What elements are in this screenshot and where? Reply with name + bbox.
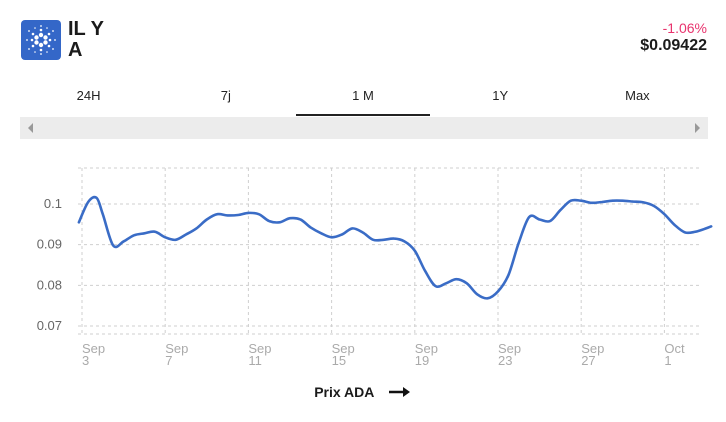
tab-24h[interactable]: 24H — [76, 88, 101, 103]
x-tick-label: 19 — [415, 353, 429, 368]
chart-scrollbar[interactable] — [20, 117, 708, 139]
x-tick-label: 11 — [248, 353, 262, 368]
asset-ticker: IL Y A — [68, 19, 104, 61]
x-tick-label: Sep — [165, 341, 188, 356]
x-tick-label: 15 — [332, 353, 346, 368]
current-price: $0.09422 — [640, 37, 707, 54]
cardano-icon — [26, 25, 56, 55]
tab-1m[interactable]: 1 M — [294, 82, 431, 116]
y-tick-label: 0.07 — [37, 318, 62, 333]
x-tick-label: 27 — [581, 353, 595, 368]
price-change: -1.06% — [662, 20, 707, 36]
x-tick-label: Oct — [664, 341, 685, 356]
x-tick-label: Sep — [415, 341, 438, 356]
y-tick-label: 0.08 — [37, 277, 62, 292]
y-tick-label: 0.09 — [37, 237, 62, 252]
price-chart: 0.070.080.090.1 Sep3Sep7Sep11Sep15Sep19S… — [37, 167, 713, 368]
ticker-line-2: A — [68, 39, 83, 61]
tab-1y[interactable]: 1Y — [492, 88, 509, 103]
x-tick-label: Sep — [498, 341, 521, 356]
tab-7d[interactable]: 7j — [220, 88, 231, 103]
legend-label: Prix ADA — [314, 384, 374, 400]
y-tick-label: 0.1 — [44, 196, 62, 211]
cardano-logo — [21, 20, 61, 60]
x-tick-label: 1 — [664, 353, 671, 368]
x-tick-label: 23 — [498, 353, 512, 368]
scroll-left-icon[interactable] — [28, 123, 33, 133]
chart-legend: Prix ADA — [0, 384, 726, 401]
ticker-line-1: IL Y — [68, 18, 104, 40]
chart-grid — [78, 167, 702, 335]
y-axis-labels: 0.07 0.08 0.09 0.1 — [37, 196, 62, 333]
x-tick-label: 7 — [165, 353, 172, 368]
timeframe-tabs: 24H 7j 1 M 1Y Max — [20, 82, 706, 116]
x-tick-label: Sep — [82, 341, 105, 356]
x-tick-label: Sep — [248, 341, 271, 356]
scroll-right-icon[interactable] — [695, 123, 700, 133]
arrow-right-icon — [388, 385, 412, 401]
price-series-line — [77, 195, 713, 300]
x-tick-label: 3 — [82, 353, 89, 368]
tab-max[interactable]: Max — [625, 88, 650, 103]
x-tick-label: Sep — [332, 341, 355, 356]
x-tick-label: Sep — [581, 341, 604, 356]
